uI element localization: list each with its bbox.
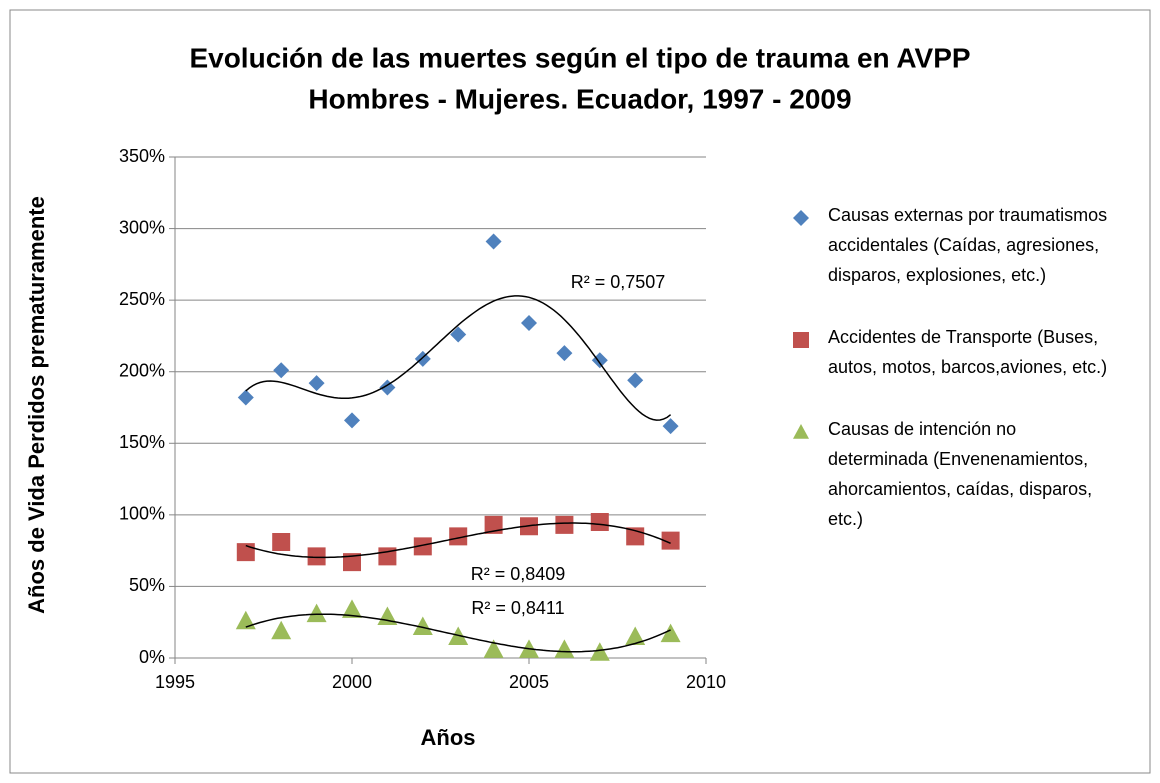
- x-tick-label: 2005: [509, 672, 549, 692]
- marker: [554, 639, 575, 658]
- marker: [484, 515, 503, 534]
- marker: [271, 620, 292, 640]
- marker: [306, 603, 327, 623]
- trendline: [245, 522, 671, 559]
- chart-frame: [9, 9, 1151, 774]
- marker: [485, 233, 502, 250]
- legend-item: Causas externas por traumatismos acciden…: [790, 200, 1118, 290]
- y-tick-label: 0%: [139, 647, 165, 667]
- r-squared-label: R² = 0,7507: [571, 272, 666, 292]
- r-squared-label: R² = 0,8411: [471, 598, 564, 618]
- marker: [413, 537, 432, 556]
- marker: [237, 389, 254, 406]
- legend-label: Causas externas por traumatismos acciden…: [828, 205, 1108, 285]
- legend-icon: [793, 210, 809, 226]
- trendline: [245, 295, 672, 421]
- legend-label: Accidentes de Transporte (Buses, autos, …: [828, 327, 1108, 377]
- marker: [589, 642, 610, 661]
- x-tick-label: 2010: [686, 672, 726, 692]
- marker: [660, 623, 681, 643]
- legend: Causas externas por traumatismos acciden…: [790, 200, 1110, 566]
- y-tick-label: 350%: [119, 146, 165, 166]
- legend-marker: [793, 210, 809, 226]
- marker: [556, 345, 573, 362]
- marker: [308, 375, 325, 392]
- legend-marker: [793, 332, 809, 348]
- chart-title: Evolución de las muertes según el tipo d…: [189, 42, 970, 73]
- marker: [555, 515, 574, 534]
- marker: [450, 326, 467, 343]
- marker: [521, 315, 537, 332]
- y-tick-label: 50%: [129, 575, 165, 595]
- marker: [662, 418, 679, 435]
- legend-item: Causas de intención no determinada (Enve…: [790, 414, 1118, 534]
- y-tick-label: 300%: [119, 217, 165, 237]
- marker: [661, 531, 680, 550]
- y-axis-label: Años de Vida Perdidos prematuramente: [24, 196, 49, 614]
- x-tick-label: 1995: [155, 672, 195, 692]
- y-tick-label: 250%: [119, 289, 165, 309]
- marker: [273, 362, 290, 379]
- marker: [307, 547, 326, 566]
- marker: [590, 513, 609, 532]
- legend-icon: [793, 424, 809, 439]
- y-tick-label: 100%: [119, 504, 165, 524]
- x-tick-label: 2000: [332, 672, 372, 692]
- marker: [344, 412, 360, 429]
- marker: [342, 599, 362, 618]
- marker: [483, 639, 504, 658]
- chart-title: Hombres - Mujeres. Ecuador, 1997 - 2009: [308, 83, 851, 114]
- r-squared-label: R² = 0,8409: [471, 564, 566, 584]
- marker: [625, 626, 646, 646]
- marker: [591, 352, 608, 369]
- marker: [377, 606, 398, 625]
- trendline: [245, 613, 671, 653]
- legend-marker: [793, 424, 809, 439]
- legend-item: Accidentes de Transporte (Buses, autos, …: [790, 322, 1118, 382]
- legend-icon: [793, 332, 809, 348]
- marker: [449, 527, 468, 546]
- marker: [272, 533, 291, 552]
- x-axis-label: Años: [421, 725, 476, 750]
- legend-label: Causas de intención no determinada (Enve…: [828, 419, 1093, 529]
- marker: [412, 616, 433, 636]
- marker: [627, 372, 644, 389]
- y-tick-label: 200%: [119, 360, 165, 380]
- y-tick-label: 150%: [119, 432, 165, 452]
- marker: [343, 553, 361, 572]
